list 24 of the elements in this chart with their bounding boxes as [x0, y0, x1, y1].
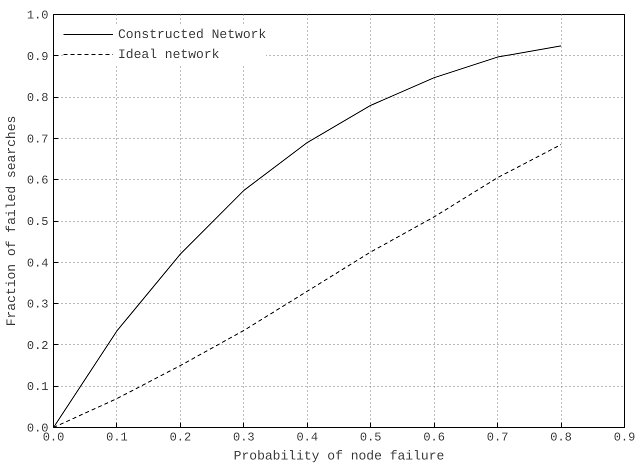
x-tick-label: 0.0: [42, 430, 64, 444]
x-tick-label: 0.3: [233, 430, 255, 444]
legend-label: Ideal network: [118, 46, 220, 62]
y-tick-label: 0.6: [26, 174, 49, 188]
y-tick-label: 0.7: [26, 132, 49, 146]
x-tick-label: 0.4: [296, 430, 318, 444]
x-tick-label: 0.2: [170, 430, 192, 444]
y-tick-label: 0.8: [26, 91, 49, 106]
y-tick-label: 0.4: [26, 256, 49, 270]
x-axis-title: Probability of node failure: [234, 448, 444, 464]
x-tick-label: 0.5: [360, 430, 382, 444]
x-tick-label: 0.1: [106, 430, 128, 444]
y-tick-label: 0.5: [26, 215, 49, 229]
x-tick-label: 0.9: [614, 430, 636, 444]
y-tick-label: 0.3: [26, 298, 49, 312]
y-tick-label: 1.0: [26, 8, 49, 22]
legend-label: Constructed Network: [118, 26, 266, 42]
y-tick-label: 0.1: [26, 380, 49, 394]
x-tick-label: 0.7: [486, 430, 508, 444]
y-tick-label: 0.2: [26, 338, 49, 353]
y-axis-title: Fraction of failed searches: [4, 116, 19, 326]
y-tick-label: 0.9: [26, 50, 49, 64]
x-tick-label: 0.6: [423, 430, 445, 444]
x-tick-label: 0.8: [550, 430, 572, 444]
